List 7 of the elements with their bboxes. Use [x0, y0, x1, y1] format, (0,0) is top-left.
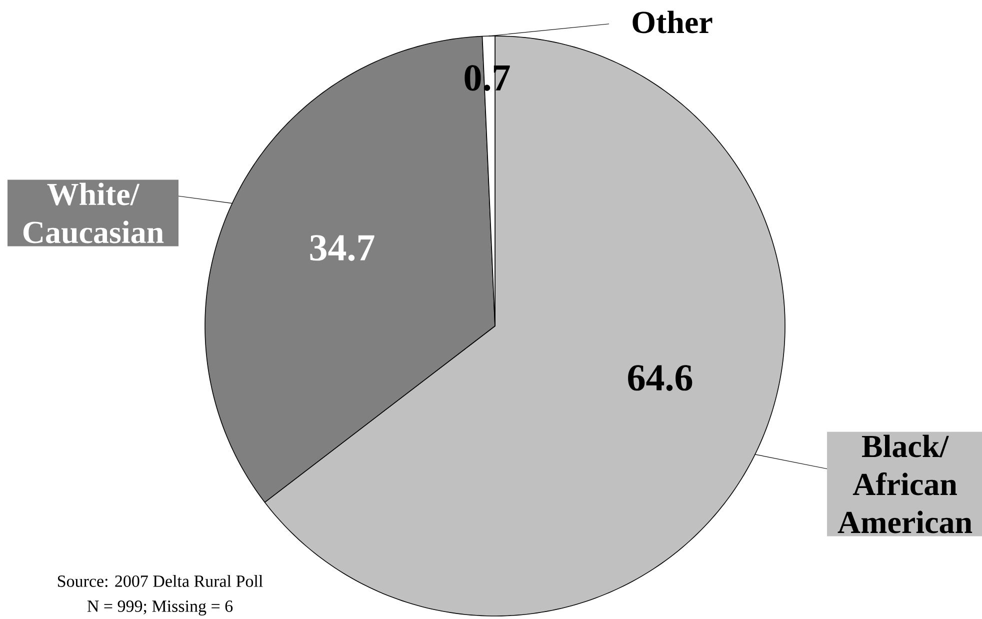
data-label: 64.6	[628, 365, 692, 391]
slice-label: Black/ African American	[838, 434, 972, 534]
slice-label: Other	[632, 10, 712, 34]
text: N = 999; Missing = 6	[87, 600, 233, 616]
data-label: 34.7	[310, 235, 374, 261]
slice-label: White/ Caucasian	[23, 182, 164, 244]
source-note: Source: 2007 Delta Rural Poll	[58, 574, 263, 588]
